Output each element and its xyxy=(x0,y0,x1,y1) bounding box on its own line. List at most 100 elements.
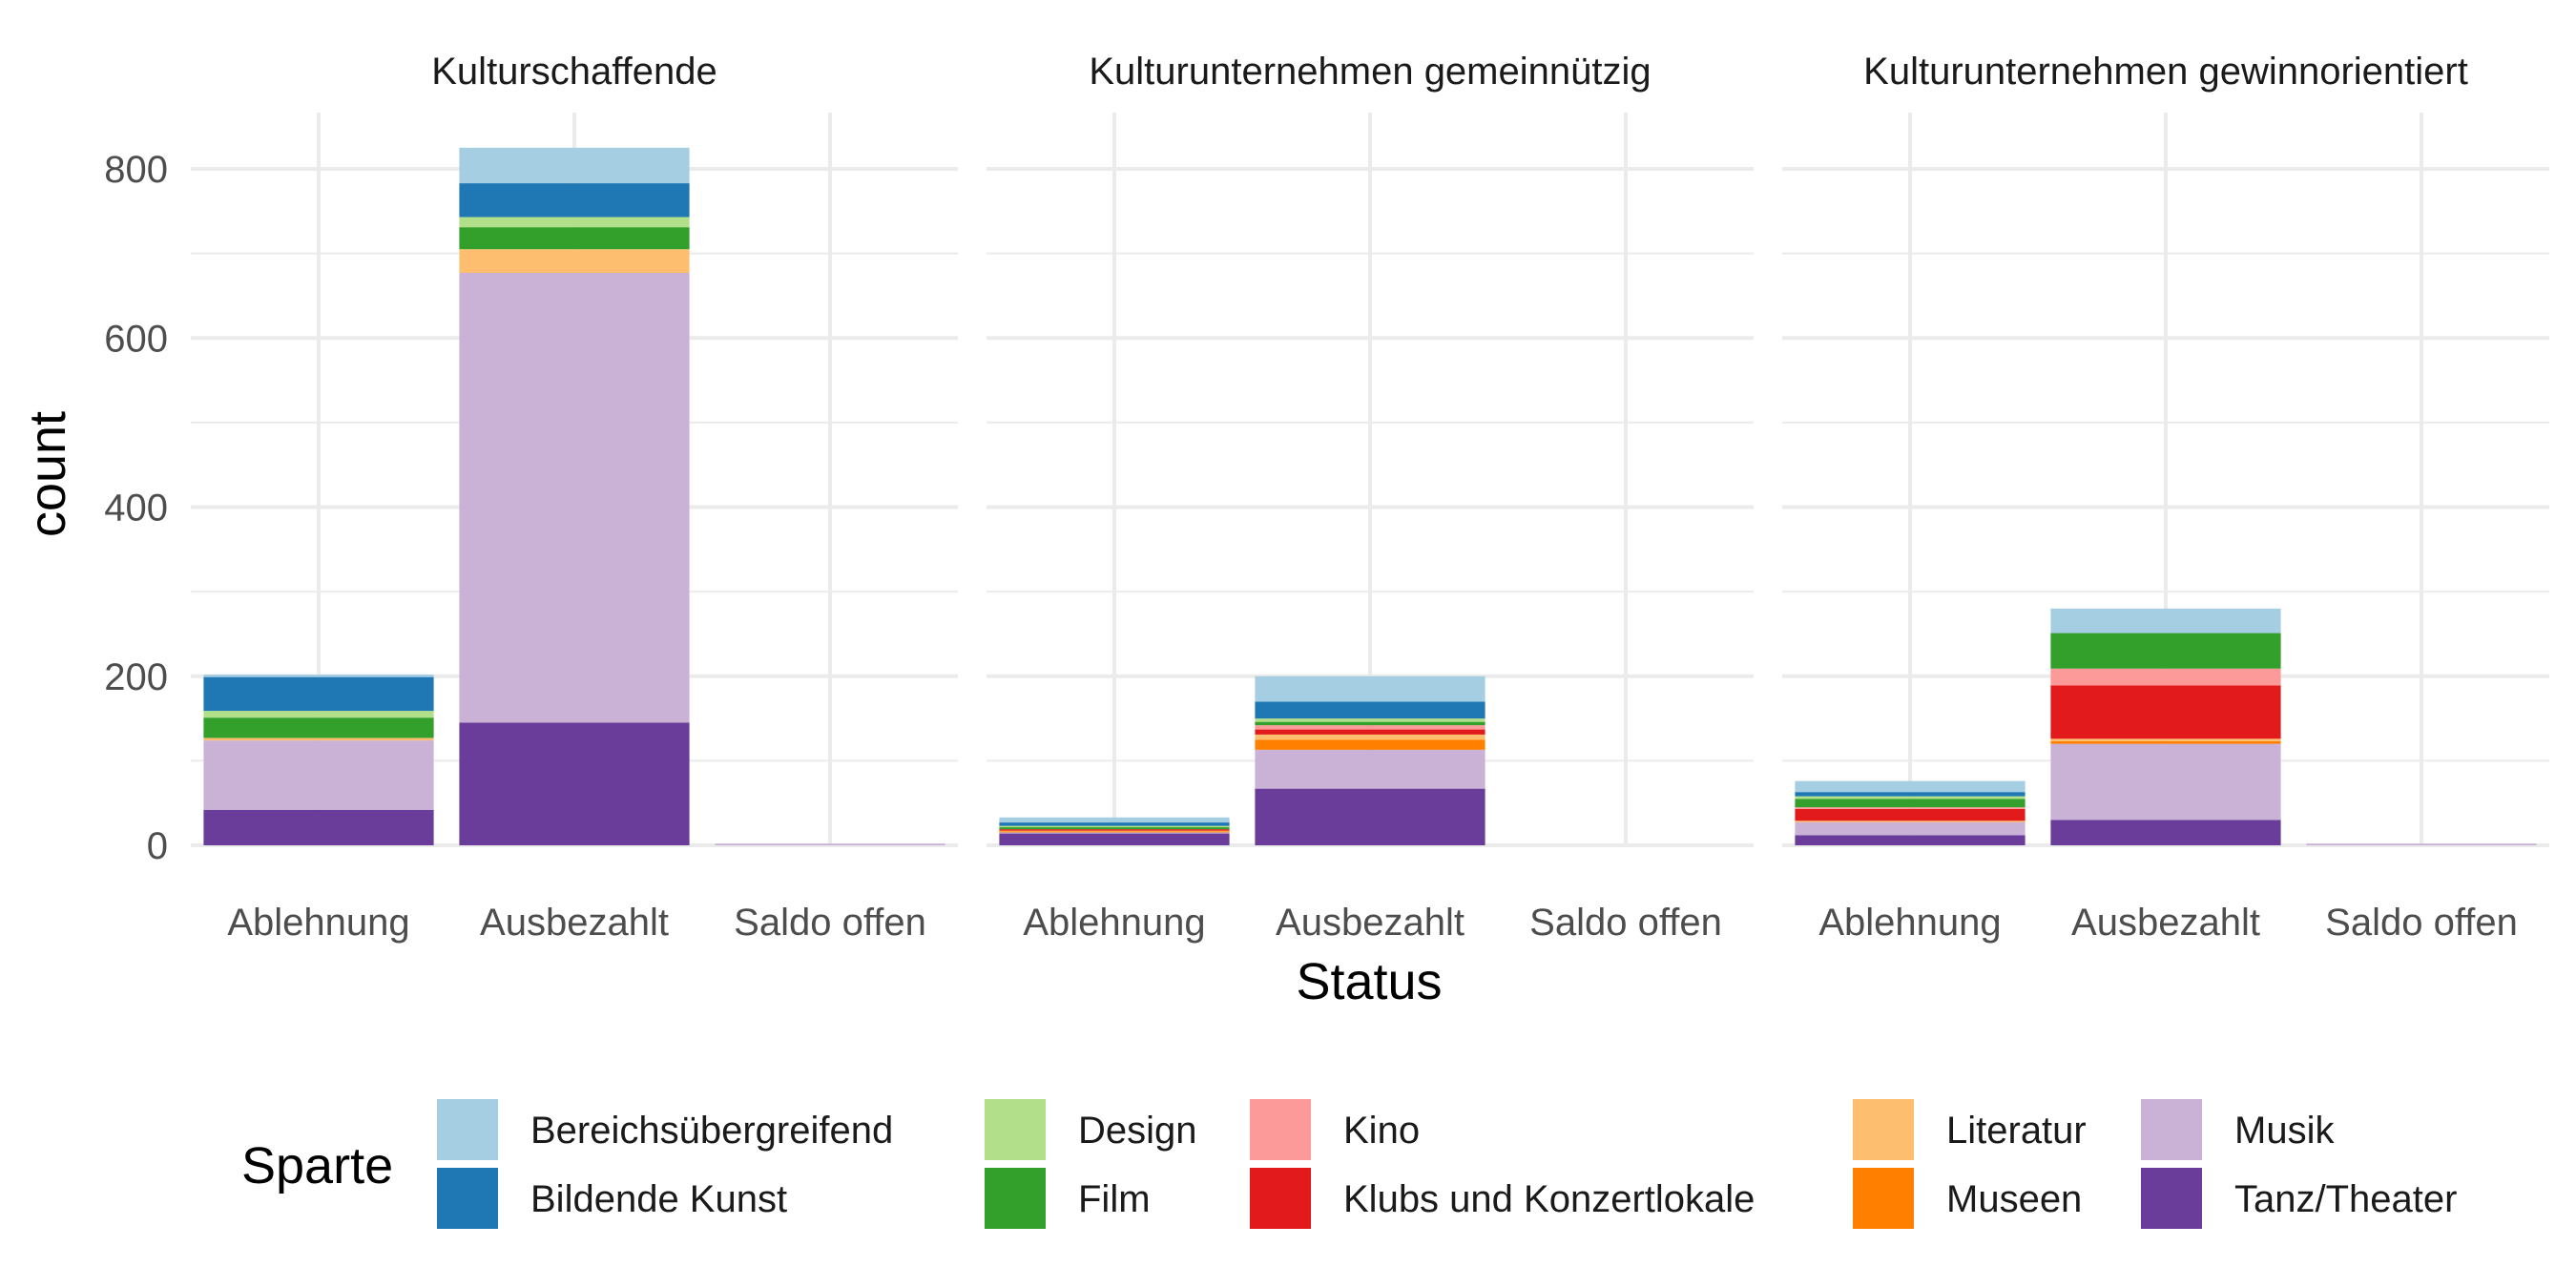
bar-segment xyxy=(2306,843,2537,845)
legend-label: Musik xyxy=(2234,1110,2335,1152)
legend-swatch xyxy=(437,1099,498,1160)
legend-entry: Museen xyxy=(1853,1168,2082,1229)
bar-segment xyxy=(2050,685,2281,739)
bar-segment xyxy=(203,717,434,738)
bar-segment xyxy=(1255,739,1485,750)
facet-panel: Kulturunternehmen gewinnorientiert Ablehn… xyxy=(1782,51,2549,944)
bar-segment xyxy=(459,273,690,723)
bar-segment xyxy=(1795,835,2025,845)
legend-title: Sparte xyxy=(241,1137,393,1195)
legend-label: Tanz/Theater xyxy=(2234,1178,2457,1220)
legend-entry: Design xyxy=(985,1099,1197,1160)
legend-swatch xyxy=(1853,1099,1914,1160)
bar-segment xyxy=(203,676,434,712)
bar-segment xyxy=(1255,734,1485,740)
bar-segment xyxy=(459,147,690,184)
bar-segment xyxy=(715,843,945,845)
bar-segment xyxy=(203,809,434,845)
bar-segment xyxy=(459,183,690,218)
bar-segment xyxy=(1255,788,1485,845)
bar-segment xyxy=(1255,749,1485,789)
bar-segment xyxy=(1795,799,2025,808)
bar-segment xyxy=(999,833,1230,845)
legend-swatch xyxy=(1853,1168,1914,1229)
legend-label: Bereichsübergreifend xyxy=(530,1110,893,1152)
legend-label: Klubs und Konzertlokale xyxy=(1343,1178,1755,1220)
legend-entry: Literatur xyxy=(1853,1099,2087,1160)
legend-swatch xyxy=(2141,1168,2202,1229)
bar-segment xyxy=(1795,780,2025,793)
bar-segment xyxy=(1255,701,1485,719)
bar-segment xyxy=(999,825,1230,828)
bar-segment xyxy=(999,830,1230,833)
legend-label: Museen xyxy=(1946,1178,2082,1220)
legend-swatch xyxy=(1250,1168,1311,1229)
legend-entry: Film xyxy=(985,1168,1151,1229)
x-tick-label: Ausbezahlt xyxy=(2071,902,2260,944)
bar-segment xyxy=(203,674,434,677)
legend-label: Design xyxy=(1078,1110,1197,1152)
bar-segment xyxy=(203,711,434,718)
y-axis: 0 200 400 600 800 xyxy=(104,149,168,867)
bar-segment xyxy=(2050,668,2281,686)
legend: Sparte Bereichsübergreifend Bildende Kuns… xyxy=(241,1099,2457,1229)
x-tick-label: Saldo offen xyxy=(734,902,926,944)
bar-segment xyxy=(1255,729,1485,735)
x-tick-label: Saldo offen xyxy=(2325,902,2518,944)
legend-swatch xyxy=(985,1168,1046,1229)
legend-entry: Tanz/Theater xyxy=(2141,1168,2457,1229)
bar-segment xyxy=(203,737,434,741)
y-axis-title: count xyxy=(19,411,76,537)
bar-segment xyxy=(1795,821,2025,822)
y-tick-label: 800 xyxy=(104,149,168,191)
y-tick-label: 0 xyxy=(147,825,168,867)
bar-segment xyxy=(2050,738,2281,741)
y-tick-label: 600 xyxy=(104,318,168,360)
facet-title: Kulturunternehmen gemeinnützig xyxy=(1089,51,1651,93)
bar-segment xyxy=(1255,725,1485,730)
legend-label: Literatur xyxy=(1946,1110,2087,1152)
bar-segment xyxy=(459,722,690,845)
facet-title: Kulturschaffende xyxy=(431,51,717,93)
bar-segment xyxy=(2050,633,2281,669)
x-tick-label: Ablehnung xyxy=(1023,902,1205,944)
bar-segment xyxy=(999,831,1230,834)
bar-segment xyxy=(459,227,690,250)
legend-swatch xyxy=(437,1168,498,1229)
x-tick-label: Saldo offen xyxy=(1529,902,1722,944)
legend-entry: Kino xyxy=(1250,1099,1420,1160)
bar-segment xyxy=(459,217,690,228)
x-tick-label: Ablehnung xyxy=(227,902,409,944)
legend-label: Bildende Kunst xyxy=(530,1178,787,1220)
legend-entry: Musik xyxy=(2141,1099,2335,1160)
bar-segment xyxy=(2050,608,2281,634)
x-tick-label: Ausbezahlt xyxy=(1276,902,1465,944)
y-tick-label: 400 xyxy=(104,488,168,530)
bar-segment xyxy=(2050,820,2281,845)
legend-label: Film xyxy=(1078,1178,1151,1220)
facet-panels: Kulturschaffende Ablehnung Ausbezahlt Saldo… xyxy=(191,51,2549,944)
bar-segment xyxy=(999,817,1230,823)
bar-segment xyxy=(1795,808,2025,821)
bar-segment xyxy=(999,829,1230,831)
legend-swatch xyxy=(985,1099,1046,1160)
legend-swatch xyxy=(1250,1099,1311,1160)
legend-entry: Klubs und Konzertlokale xyxy=(1250,1168,1755,1229)
bar-segment xyxy=(999,826,1230,830)
x-axis-title: Status xyxy=(1296,953,1442,1010)
x-tick-label: Ausbezahlt xyxy=(480,902,669,944)
legend-swatch xyxy=(2141,1099,2202,1160)
bar-segment xyxy=(2050,743,2281,821)
bar-segment xyxy=(1795,796,2025,800)
bar-segment xyxy=(2050,740,2281,744)
legend-entry: Bildende Kunst xyxy=(437,1168,787,1229)
bar-segment xyxy=(999,822,1230,826)
legend-entries: Bereichsübergreifend Bildende Kunst Design… xyxy=(437,1099,2457,1229)
facet-title: Kulturunternehmen gewinnorientiert xyxy=(1863,51,2468,93)
bar-segment xyxy=(999,830,1230,832)
bar-segment xyxy=(1255,675,1485,702)
legend-label: Kino xyxy=(1343,1110,1420,1152)
bar-segment xyxy=(203,740,434,810)
bar-segment xyxy=(1255,718,1485,722)
